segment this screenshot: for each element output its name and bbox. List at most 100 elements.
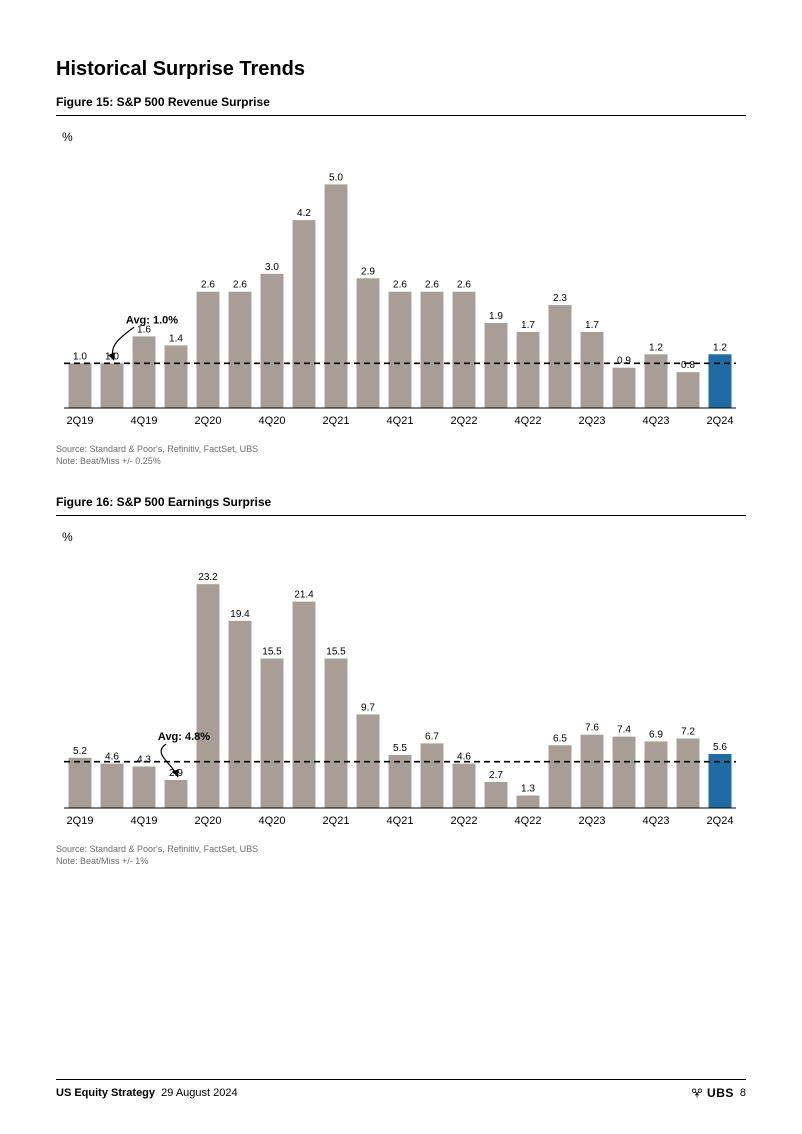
bar	[677, 739, 700, 809]
bar	[325, 659, 348, 809]
bar-value-label: 6.5	[553, 734, 567, 745]
bar	[645, 742, 668, 809]
bar-value-label: 3.0	[265, 262, 279, 273]
x-tick-label: 4Q19	[131, 415, 158, 427]
bar-value-label: 1.7	[585, 320, 599, 331]
bar	[261, 659, 284, 809]
figure-15-yunit: %	[62, 130, 746, 144]
note-line: Note: Beat/Miss +/- 1%	[56, 856, 746, 868]
bar	[581, 332, 604, 408]
bar	[613, 737, 636, 808]
bar	[389, 755, 412, 808]
bar	[421, 292, 444, 408]
bar-value-label: 2.6	[233, 280, 247, 291]
x-tick-label: 2Q24	[707, 415, 734, 427]
bar-value-label: 4.3	[137, 755, 151, 766]
x-tick-label: 4Q20	[259, 815, 286, 827]
bar	[485, 323, 508, 408]
bar	[165, 345, 188, 408]
bar	[101, 764, 124, 808]
bar-value-label: 5.0	[329, 172, 343, 183]
bar	[293, 602, 316, 808]
bar-value-label: 23.2	[198, 573, 218, 584]
bar	[133, 336, 156, 408]
bar-value-label: 4.2	[297, 208, 311, 219]
figure-15-block: Figure 15: S&P 500 Revenue Surprise % 1.…	[56, 95, 746, 467]
x-tick-label: 2Q20	[195, 415, 222, 427]
x-tick-label: 2Q20	[195, 815, 222, 827]
x-tick-label: 2Q21	[323, 415, 350, 427]
page-footer: US Equity Strategy 29 August 2024 UBS 8	[56, 1079, 746, 1100]
bar-value-label: 0.8	[681, 360, 695, 371]
avg-label: Avg: 1.0%	[126, 314, 178, 326]
bar-value-label: 9.7	[361, 703, 375, 714]
bar-value-label: 2.6	[393, 280, 407, 291]
bar	[613, 368, 636, 408]
bar-value-label: 2.3	[553, 293, 567, 304]
x-tick-label: 2Q21	[323, 815, 350, 827]
x-tick-label: 4Q23	[643, 415, 670, 427]
bar	[165, 780, 188, 808]
bar	[517, 332, 540, 408]
bar	[229, 292, 252, 408]
bar-value-label: 2.6	[457, 280, 471, 291]
bar	[549, 746, 572, 809]
bar-value-label: 21.4	[294, 590, 314, 601]
bar-value-label: 1.3	[521, 784, 535, 795]
bar-value-label: 5.2	[73, 746, 87, 757]
footer-right: UBS 8	[690, 1086, 746, 1100]
bar	[485, 782, 508, 808]
page-title: Historical Surprise Trends	[56, 58, 746, 81]
x-tick-label: 4Q21	[387, 415, 414, 427]
bar-value-label: 6.9	[649, 730, 663, 741]
x-tick-label: 4Q19	[131, 815, 158, 827]
bar-value-label: 15.5	[326, 647, 346, 658]
page-number: 8	[740, 1087, 746, 1099]
avg-label: Avg: 4.8%	[158, 731, 210, 743]
bar	[581, 735, 604, 808]
x-tick-label: 2Q22	[451, 415, 478, 427]
source-line: Source: Standard & Poor's, Refinitiv, Fa…	[56, 444, 746, 456]
bar	[229, 621, 252, 808]
bar	[69, 363, 92, 408]
figure-15-source: Source: Standard & Poor's, Refinitiv, Fa…	[56, 444, 746, 467]
bar	[549, 305, 572, 408]
bar-value-label: 1.2	[713, 342, 727, 353]
bar	[389, 292, 412, 408]
x-tick-label: 2Q19	[67, 415, 94, 427]
figure-15-title: Figure 15: S&P 500 Revenue Surprise	[56, 95, 746, 116]
bar	[261, 274, 284, 408]
bar	[197, 585, 220, 809]
bar-value-label: 1.7	[521, 320, 535, 331]
bar	[357, 278, 380, 408]
bar-value-label: 2.7	[489, 770, 503, 781]
bar	[293, 220, 316, 408]
footer-date-text: 29 August 2024	[161, 1087, 237, 1099]
bar	[69, 758, 92, 808]
x-tick-label: 4Q23	[643, 815, 670, 827]
footer-left: US Equity Strategy 29 August 2024	[56, 1087, 238, 1099]
bar-value-label: 2.6	[425, 280, 439, 291]
ubs-logo: UBS	[690, 1086, 734, 1100]
bar	[453, 292, 476, 408]
source-line: Source: Standard & Poor's, Refinitiv, Fa…	[56, 844, 746, 856]
bar	[421, 744, 444, 809]
bar	[453, 764, 476, 808]
figure-16-block: Figure 16: S&P 500 Earnings Surprise % 5…	[56, 495, 746, 867]
x-tick-label: 2Q23	[579, 815, 606, 827]
x-tick-label: 4Q21	[387, 815, 414, 827]
bar	[197, 292, 220, 408]
earnings-surprise-chart: 5.24.64.32.923.219.415.521.415.59.75.56.…	[56, 548, 746, 838]
bar-value-label: 1.4	[169, 333, 183, 344]
note-line: Note: Beat/Miss +/- 0.25%	[56, 456, 746, 468]
ubs-brand-text: UBS	[707, 1086, 734, 1100]
x-tick-label: 4Q22	[515, 415, 542, 427]
bar-value-label: 5.5	[393, 743, 407, 754]
bar	[709, 354, 732, 408]
x-tick-label: 4Q20	[259, 415, 286, 427]
bar-value-label: 0.9	[617, 356, 631, 367]
bar	[517, 796, 540, 809]
bar-value-label: 1.9	[489, 311, 503, 322]
footer-section: US Equity Strategy	[56, 1087, 155, 1099]
x-tick-label: 2Q22	[451, 815, 478, 827]
